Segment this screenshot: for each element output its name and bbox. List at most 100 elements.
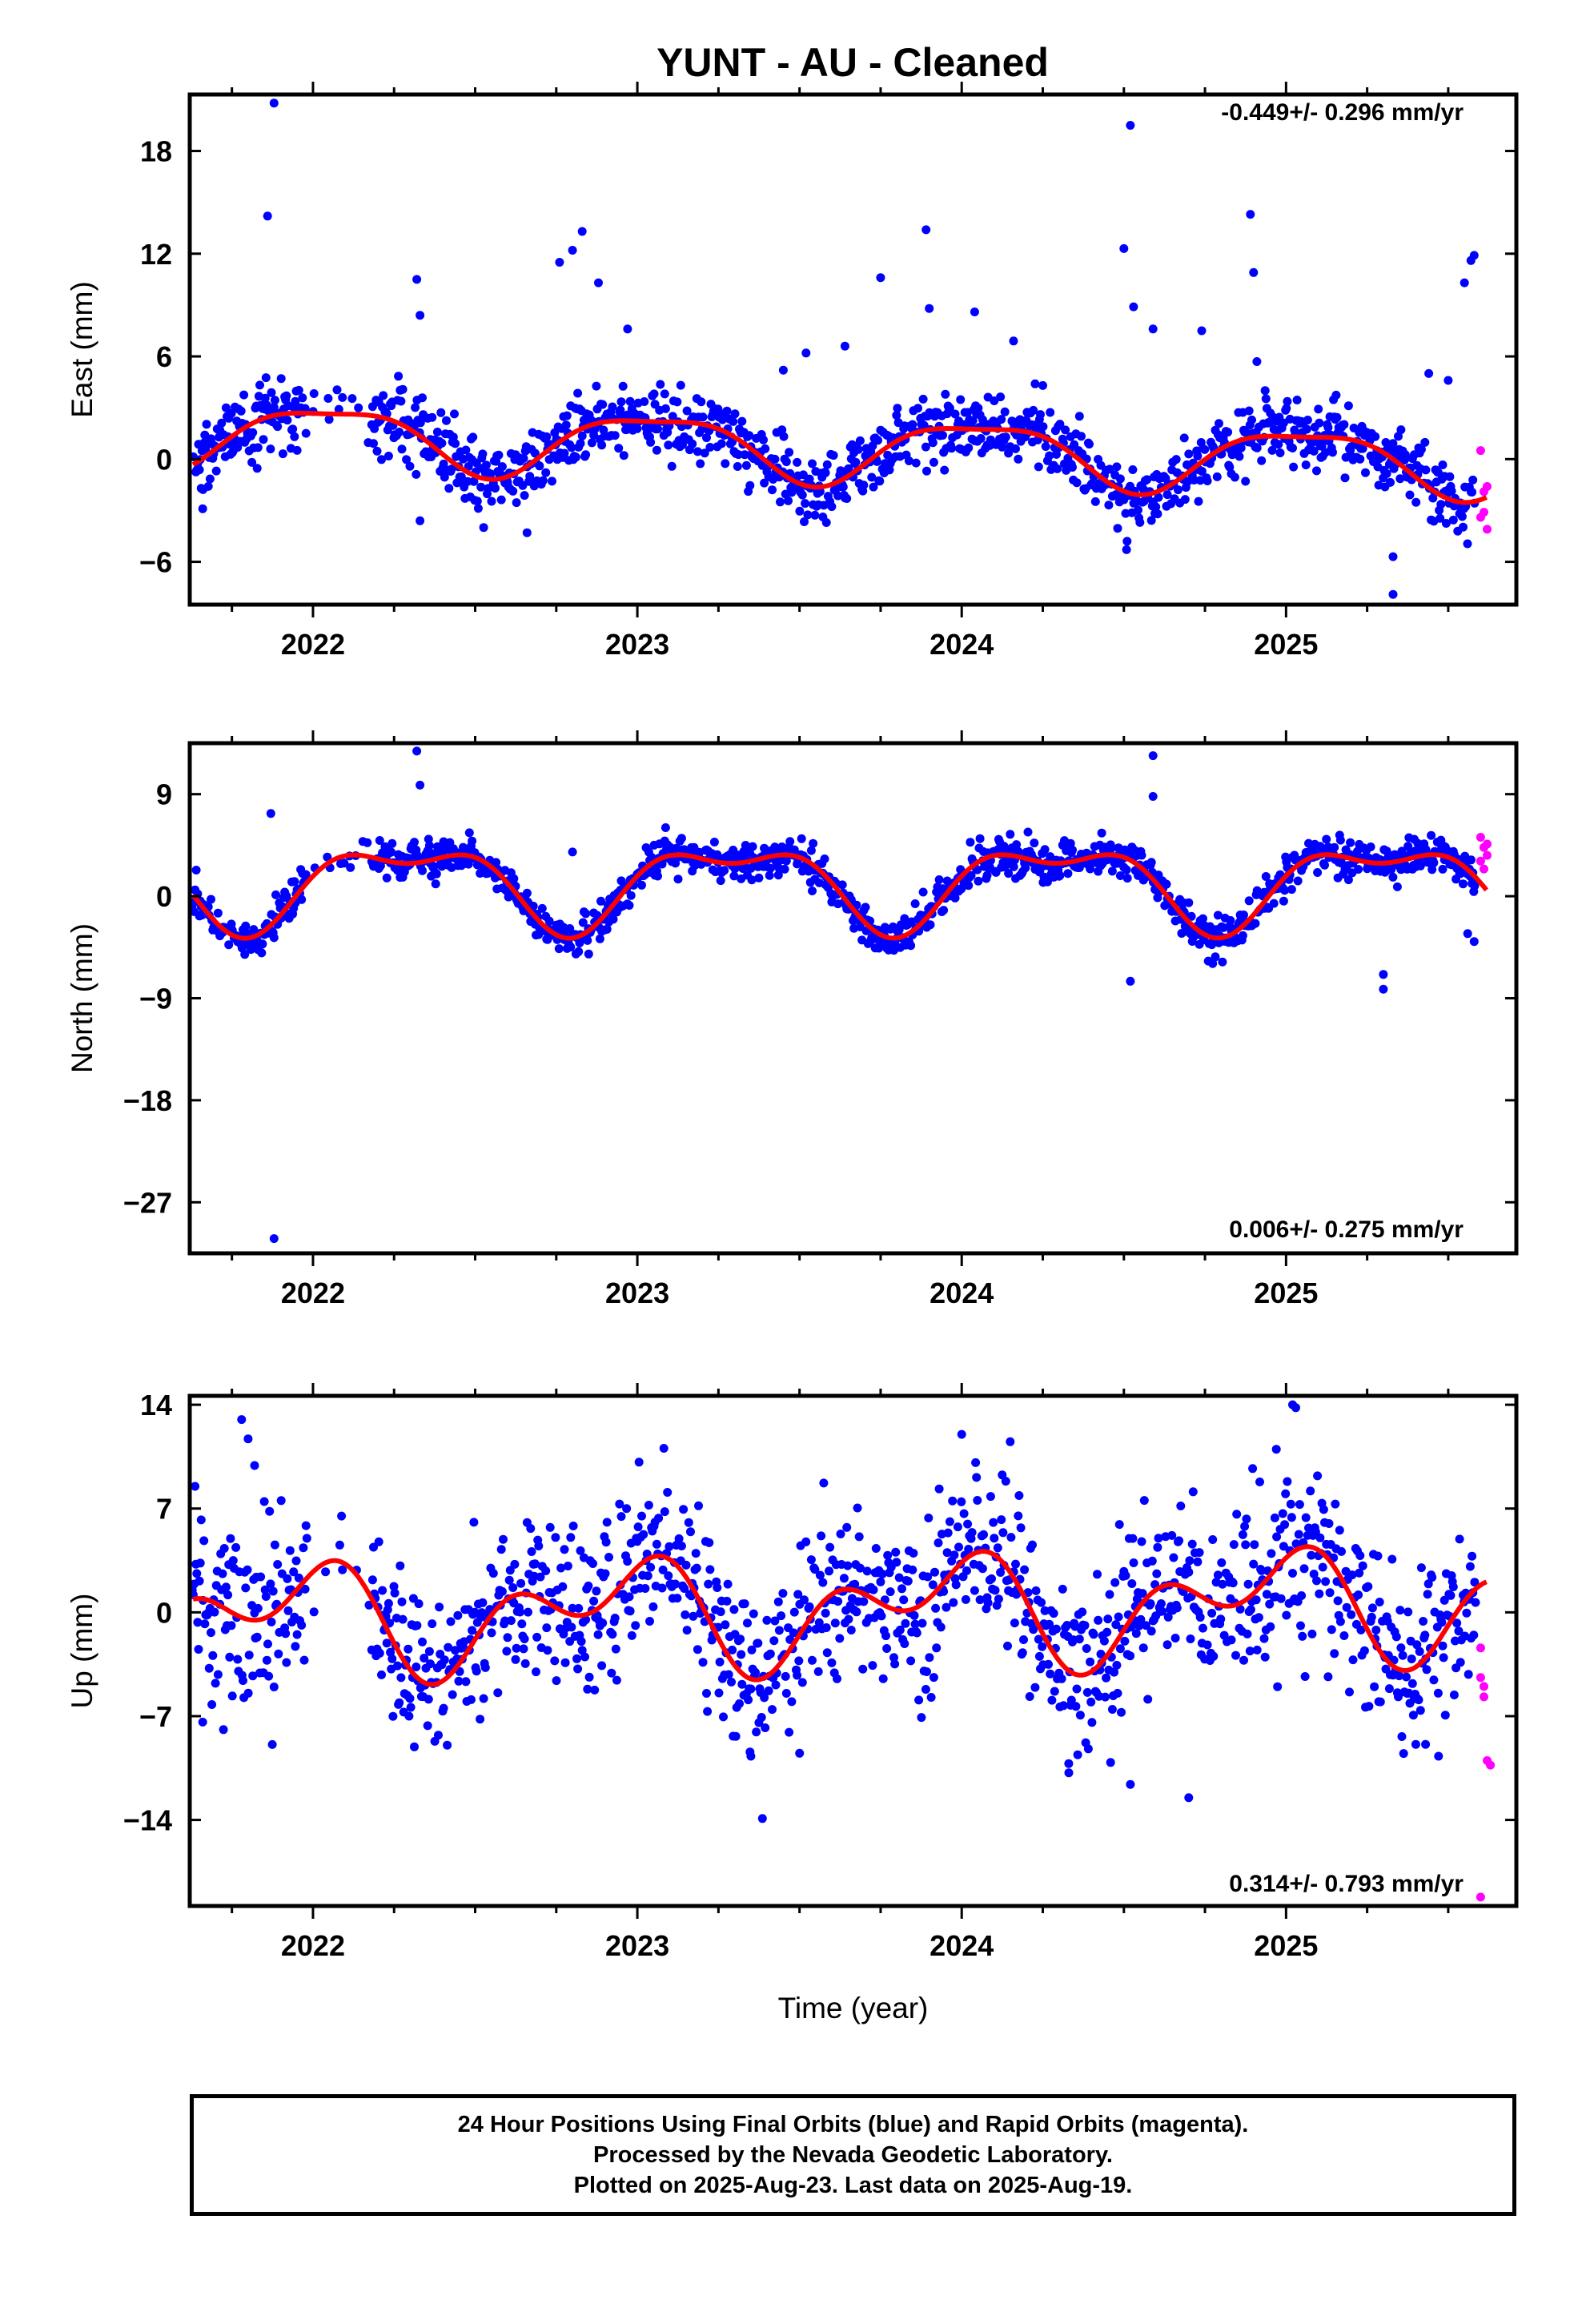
final-orbit-point: [1252, 443, 1262, 452]
final-orbit-point: [555, 258, 564, 267]
final-orbit-point: [243, 1688, 253, 1698]
final-orbit-point: [1038, 1642, 1047, 1651]
final-orbit-point: [566, 1533, 576, 1542]
final-orbit-point: [346, 862, 355, 872]
final-orbit-point: [681, 1560, 691, 1570]
final-orbit-point: [899, 1595, 909, 1605]
final-orbit-point: [389, 1582, 399, 1591]
final-orbit-point: [270, 396, 279, 405]
final-orbit-point: [1468, 488, 1477, 497]
final-orbit-point: [1148, 324, 1158, 334]
final-orbit-point: [1294, 1530, 1303, 1539]
final-orbit-point: [1435, 513, 1445, 523]
final-orbit-point: [1218, 957, 1227, 967]
final-orbit-point: [1174, 485, 1182, 495]
final-orbit-point: [652, 1539, 661, 1549]
final-orbit-point: [677, 1542, 686, 1550]
final-orbit-point: [705, 1538, 714, 1547]
final-orbit-point: [869, 1585, 878, 1594]
final-orbit-point: [1199, 1623, 1207, 1633]
final-orbit-point: [1323, 1672, 1333, 1682]
final-orbit-point: [982, 870, 992, 880]
final-orbit-point: [953, 1522, 962, 1532]
up-data-points: [190, 1396, 1496, 1902]
final-orbit-point: [200, 1619, 210, 1629]
final-orbit-point: [297, 895, 307, 904]
final-orbit-point: [770, 454, 780, 464]
final-orbit-point: [406, 1703, 416, 1712]
final-orbit-point: [1122, 874, 1132, 883]
final-orbit-point: [1366, 842, 1375, 851]
final-orbit-point: [1246, 1605, 1255, 1614]
final-orbit-point: [974, 404, 983, 413]
final-orbit-point: [975, 1595, 985, 1605]
final-orbit-point: [838, 482, 848, 492]
east-data-points: [190, 99, 1492, 599]
final-orbit-point: [664, 440, 673, 450]
final-orbit-point: [744, 1695, 753, 1705]
final-orbit-point: [451, 439, 460, 448]
final-orbit-point: [199, 1536, 209, 1546]
final-orbit-point: [554, 944, 564, 954]
final-orbit-point: [411, 403, 420, 412]
final-orbit-point: [282, 391, 291, 400]
final-orbit-point: [302, 1534, 311, 1543]
final-orbit-point: [949, 1598, 958, 1607]
final-orbit-point: [576, 1546, 585, 1555]
final-orbit-point: [584, 949, 593, 959]
final-orbit-point: [560, 448, 569, 458]
final-orbit-point: [463, 476, 472, 486]
final-orbit-point: [440, 472, 449, 482]
final-orbit-point: [488, 1569, 498, 1578]
final-orbit-point: [1274, 440, 1283, 449]
final-orbit-point: [925, 1653, 934, 1663]
final-orbit-point: [225, 1652, 235, 1662]
final-orbit-point: [1107, 1705, 1117, 1714]
final-orbit-point: [1280, 1520, 1290, 1530]
final-orbit-point: [1162, 490, 1172, 500]
final-orbit-point: [749, 1609, 758, 1618]
final-orbit-point: [283, 1606, 293, 1615]
final-orbit-point: [191, 866, 201, 875]
final-orbit-point: [1003, 1641, 1012, 1651]
final-orbit-point: [339, 858, 349, 868]
final-orbit-point: [1407, 1679, 1417, 1688]
final-orbit-point: [648, 1602, 658, 1611]
final-orbit-point: [735, 1699, 744, 1708]
final-orbit-point: [1106, 1758, 1115, 1767]
final-orbit-point: [468, 836, 477, 846]
final-orbit-point: [1117, 1707, 1126, 1717]
final-orbit-point: [525, 472, 535, 481]
final-orbit-point: [1297, 1591, 1307, 1600]
final-orbit-point: [276, 374, 286, 384]
final-orbit-point: [1213, 1570, 1223, 1580]
final-orbit-point: [1111, 1620, 1121, 1630]
final-orbit-point: [876, 273, 885, 283]
final-orbit-point: [923, 1572, 933, 1582]
final-orbit-point: [1169, 1553, 1178, 1562]
final-orbit-point: [519, 1644, 528, 1654]
final-orbit-point: [1197, 467, 1207, 476]
panel-north: −27 −18 −9 0 9 2022 2023 2024 2025 North (mm) 0.00…: [66, 730, 1519, 1309]
final-orbit-point: [267, 1617, 276, 1626]
final-orbit-point: [1244, 406, 1254, 416]
final-orbit-point: [1347, 1570, 1357, 1580]
final-orbit-point: [723, 1579, 733, 1589]
final-orbit-point: [1009, 862, 1018, 871]
final-orbit-point: [909, 1610, 919, 1620]
final-orbit-point: [743, 1618, 752, 1628]
final-orbit-point: [1245, 1647, 1255, 1656]
final-orbit-point: [1151, 502, 1161, 512]
rapid-orbit-point: [1480, 1682, 1488, 1691]
final-orbit-point: [950, 893, 960, 903]
final-orbit-point: [1335, 1617, 1345, 1626]
final-orbit-point: [1006, 830, 1015, 839]
final-orbit-point: [530, 1559, 540, 1569]
y-tick-label: −14: [123, 1804, 172, 1837]
final-orbit-point: [625, 396, 635, 406]
final-orbit-point: [194, 1645, 203, 1654]
final-orbit-point: [789, 1628, 798, 1638]
final-orbit-point: [244, 1651, 254, 1660]
final-orbit-point: [959, 1509, 969, 1518]
final-orbit-point: [657, 859, 667, 869]
